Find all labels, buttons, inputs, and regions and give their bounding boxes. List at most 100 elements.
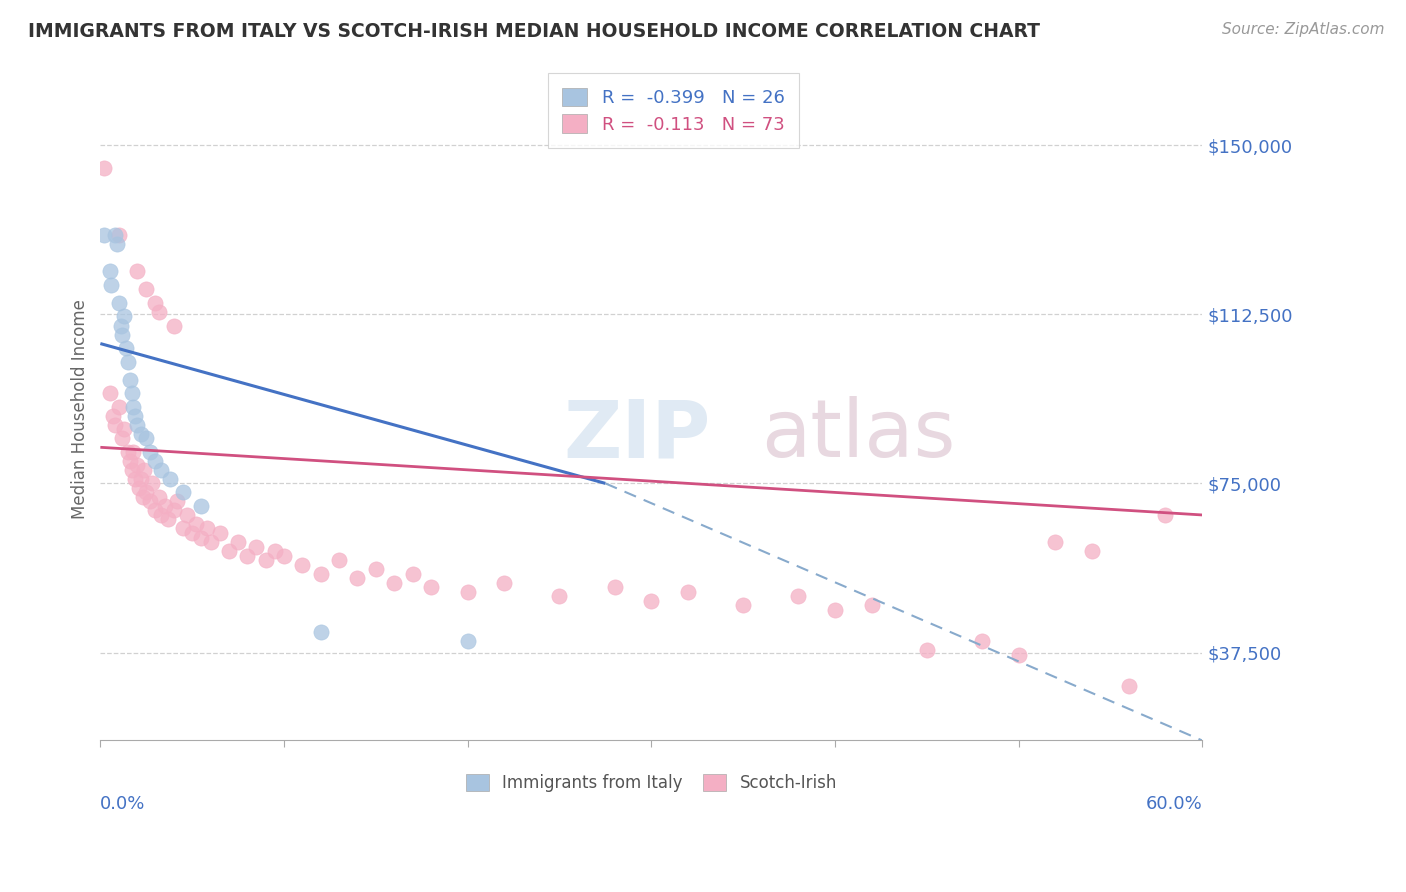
Point <box>291 558 314 572</box>
Point <box>107 228 129 243</box>
Point <box>603 580 626 594</box>
Point <box>263 544 285 558</box>
Point <box>200 535 222 549</box>
Point <box>419 580 441 594</box>
Point <box>107 400 129 414</box>
Point <box>121 386 143 401</box>
Point <box>401 566 423 581</box>
Point <box>494 575 516 590</box>
Point <box>107 296 129 310</box>
Point <box>111 431 134 445</box>
Text: Source: ZipAtlas.com: Source: ZipAtlas.com <box>1222 22 1385 37</box>
Point <box>145 296 167 310</box>
Point <box>122 445 145 459</box>
Point <box>115 341 138 355</box>
Point <box>824 603 846 617</box>
Point <box>190 499 212 513</box>
Point <box>184 516 207 531</box>
Point <box>153 499 176 513</box>
Point <box>105 237 128 252</box>
Point <box>181 526 204 541</box>
Point <box>1118 679 1140 693</box>
Point <box>364 562 387 576</box>
Point <box>125 264 148 278</box>
Point <box>112 422 135 436</box>
Point <box>122 400 145 414</box>
Point <box>93 228 115 243</box>
Point <box>309 566 332 581</box>
Point <box>163 503 186 517</box>
Point <box>104 417 127 432</box>
Point <box>548 589 571 603</box>
Point <box>103 409 125 423</box>
Point <box>166 494 188 508</box>
Point <box>124 409 146 423</box>
Point <box>733 598 755 612</box>
Point <box>128 481 150 495</box>
Text: IMMIGRANTS FROM ITALY VS SCOTCH-IRISH MEDIAN HOUSEHOLD INCOME CORRELATION CHART: IMMIGRANTS FROM ITALY VS SCOTCH-IRISH ME… <box>28 22 1040 41</box>
Point <box>208 526 231 541</box>
Text: atlas: atlas <box>762 396 956 475</box>
Point <box>145 454 167 468</box>
Point <box>129 426 152 441</box>
Point <box>218 544 240 558</box>
Point <box>1007 648 1029 662</box>
Point <box>110 318 132 333</box>
Point <box>860 598 883 612</box>
Point <box>328 553 350 567</box>
Point <box>457 634 479 648</box>
Point <box>172 485 194 500</box>
Point <box>121 463 143 477</box>
Point <box>135 282 157 296</box>
Point <box>112 310 135 324</box>
Point <box>148 490 170 504</box>
Text: 60.0%: 60.0% <box>1146 795 1202 813</box>
Point <box>98 386 121 401</box>
Point <box>1154 508 1177 522</box>
Point <box>190 531 212 545</box>
Y-axis label: Median Household Income: Median Household Income <box>72 299 89 519</box>
Point <box>129 472 152 486</box>
Point <box>970 634 993 648</box>
Point <box>1081 544 1104 558</box>
Point <box>236 549 259 563</box>
Point <box>124 472 146 486</box>
Point <box>148 305 170 319</box>
Point <box>159 472 181 486</box>
Point <box>382 575 405 590</box>
Point <box>640 593 662 607</box>
Point <box>104 228 127 243</box>
Point <box>309 625 332 640</box>
Point <box>254 553 277 567</box>
Point <box>139 494 162 508</box>
Point <box>117 445 139 459</box>
Point <box>457 584 479 599</box>
Point <box>157 512 180 526</box>
Point <box>149 463 172 477</box>
Point <box>134 463 156 477</box>
Point <box>915 643 938 657</box>
Legend: Immigrants from Italy, Scotch-Irish: Immigrants from Italy, Scotch-Irish <box>458 767 844 798</box>
Point <box>172 521 194 535</box>
Point <box>676 584 699 599</box>
Point <box>118 373 141 387</box>
Point <box>125 458 148 473</box>
Point <box>98 264 121 278</box>
Point <box>346 571 368 585</box>
Point <box>100 277 122 292</box>
Point <box>787 589 810 603</box>
Point <box>125 417 148 432</box>
Point <box>226 535 249 549</box>
Point <box>141 476 163 491</box>
Point <box>145 503 167 517</box>
Point <box>131 490 153 504</box>
Point <box>245 540 267 554</box>
Point <box>273 549 295 563</box>
Point <box>1045 535 1067 549</box>
Point <box>195 521 218 535</box>
Point <box>118 454 141 468</box>
Point <box>163 318 186 333</box>
Point <box>111 327 134 342</box>
Text: 0.0%: 0.0% <box>100 795 146 813</box>
Point <box>93 161 115 175</box>
